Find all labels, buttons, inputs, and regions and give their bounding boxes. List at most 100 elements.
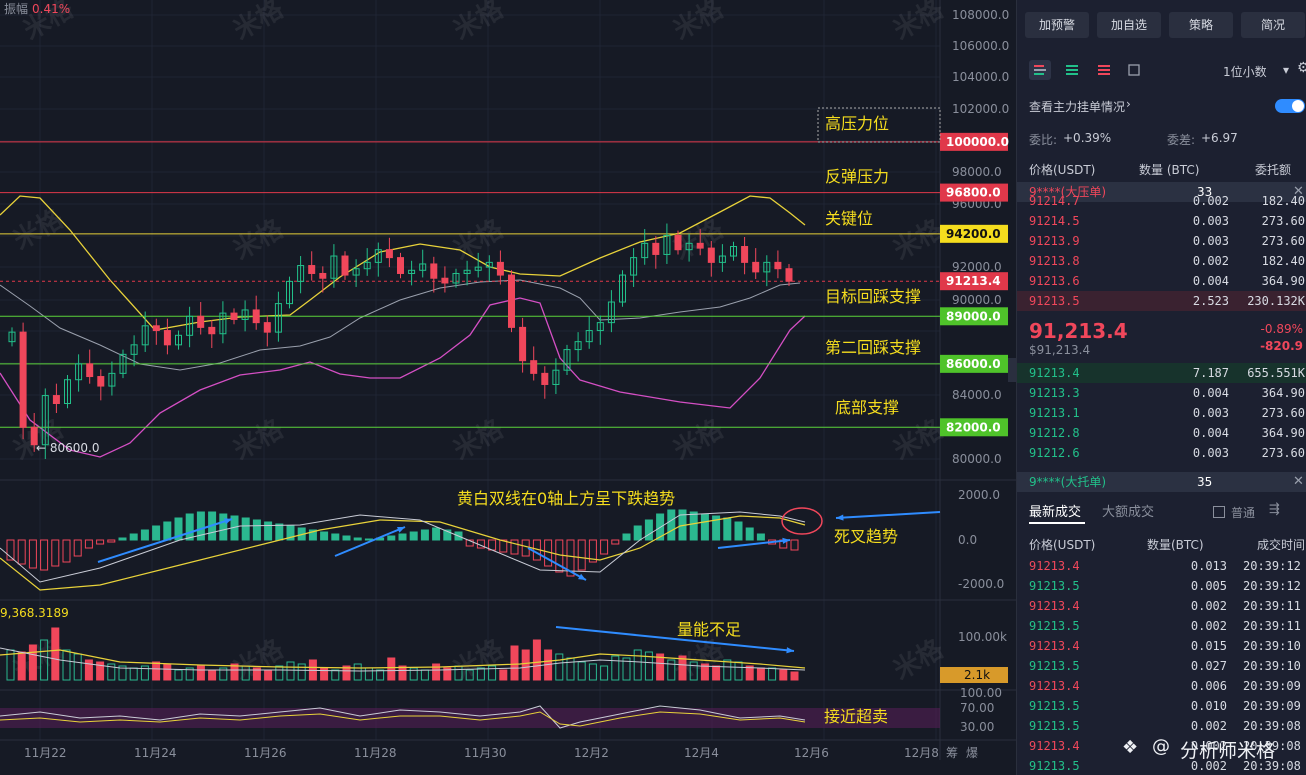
macd-bar [432,527,441,541]
level-price-value: 82000.0 [946,420,1001,434]
bid-total: 364.90 [1261,426,1305,440]
macd-bar [577,539,586,571]
bid-qty: 0.004 [1192,426,1229,440]
level-price-value: 91213.4 [946,274,1001,288]
tab-latest-trades[interactable]: 最新成交 [1029,505,1082,520]
depth-bids-icon[interactable] [1061,60,1083,80]
bid-total: 273.60 [1261,406,1305,420]
bid-row[interactable]: 91213.4 7.187 655.551K [1017,363,1306,383]
bid-row[interactable]: 91212.8 0.004 364.90 [1017,423,1306,443]
bid-row[interactable]: 91213.1 0.003 273.60 [1017,403,1306,423]
boll-lower-line [0,297,806,458]
add-alert-button[interactable]: 加预警 [1025,12,1089,38]
strategy-button[interactable]: 策略 [1169,12,1233,38]
close-icon[interactable]: ✕ [1293,474,1304,489]
ask-row[interactable]: 91213.5 2.523 230.132K [1017,291,1306,311]
macd-bar [275,523,284,541]
macd-bar [398,533,407,541]
depth-toggle-switch[interactable] [1275,99,1305,113]
ask-row[interactable]: 91213.6 0.004 364.90 [1017,271,1306,291]
macd-bar [353,537,362,541]
close-icon[interactable]: ✕ [1293,184,1304,199]
candle-body [319,272,327,279]
oversold-label: 接近超卖 [824,707,888,726]
filter-icon[interactable]: ⇶ [1269,502,1280,517]
macd-axis-label: 0.0 [958,533,977,547]
boll-mid-line [0,279,801,371]
settings-icon[interactable]: ⚙ [1297,60,1306,76]
ask-row[interactable]: 91213.9 0.003 273.60 [1017,231,1306,251]
col-qty[interactable]: 数量 (BTC) [1139,163,1200,177]
normal-checkbox[interactable] [1213,506,1225,518]
volume-bar [745,665,754,681]
macd-bar [611,539,620,545]
brand-name: 分析师米格 [1180,740,1276,762]
volume-bar [633,649,642,681]
rsi-line-1 [0,705,806,729]
macd-bar [443,529,452,541]
bid-row[interactable]: 91212.6 0.003 273.60 [1017,443,1306,463]
volume-tag-value: 2.1k [964,668,990,682]
diff-value: +6.97 [1201,131,1238,145]
macd-bar [62,539,71,563]
tab-large-trades[interactable]: 大额成交 [1102,505,1155,520]
level-price-value: 96800.0 [946,186,1001,200]
ask-row[interactable]: 91214.5 0.003 273.60 [1017,211,1306,231]
candle-body [741,246,749,263]
rsi-axis-label: 100.00 [960,686,1002,700]
ask-price: 91213.6 [1029,274,1080,288]
macd-arrow-3-head [578,573,586,580]
brand-logo-icon: ❖ [1122,737,1139,758]
volume-arrow-head [786,647,794,654]
trade-qty: 0.002 [1190,719,1227,733]
volume-bar [488,665,497,681]
decimal-select[interactable]: 1位小数 [1223,65,1267,79]
candle-body [730,246,737,257]
macd-bar [745,527,754,541]
candle-body [208,326,216,335]
volume-bar [208,669,217,681]
macd-bar [185,513,194,541]
level-label: 反弹压力 [825,167,889,186]
fullscreen-icon[interactable] [1123,60,1145,80]
bid-price: 91213.4 [1029,366,1080,380]
macd-bar [633,525,642,541]
overview-button[interactable]: 简况 [1241,12,1305,38]
chart-area[interactable]: 米格 米格 米格 米格 米格 米格 米格 米格 米格 米格 米格 米格 米格 米格 米格 米格 米格 米格 米格 米格… [0,0,1016,775]
volume-bar [286,661,295,681]
candle-body [330,255,338,279]
trade-time: 20:39:10 [1243,659,1301,673]
trade-price: 91213.4 [1029,599,1080,613]
candles [8,223,793,459]
trade-col-qty[interactable]: 数量(BTC) [1147,538,1204,552]
candle-body [64,379,71,405]
depth-asks-icon[interactable] [1093,60,1115,80]
volume-bar [129,667,138,681]
ask-row[interactable]: 91214.7 0.002 182.40 [1017,191,1306,211]
volume-bar [510,645,519,681]
ask-big-label: 9****(大压单) [1029,185,1106,199]
bid-big-label: 9****(大托单) [1029,475,1106,489]
macd-bar [308,529,317,541]
bid-row[interactable]: 91213.3 0.004 364.90 [1017,383,1306,403]
volume-bar [297,663,306,681]
depth-both-icon[interactable] [1029,60,1051,80]
add-watchlist-button[interactable]: 加自选 [1097,12,1161,38]
col-total[interactable]: 委托额 [1255,163,1292,177]
watermark: 米格 [448,0,509,46]
candle-body [663,234,671,255]
candle-body [596,322,604,332]
chevron-down-icon[interactable]: ▾ [1283,63,1290,77]
volume-bar [499,669,508,681]
macd-bar [644,519,653,541]
volume-bar [656,653,665,681]
volume-bar [689,661,698,681]
macd-arrow-2 [334,526,406,557]
ask-qty: 0.002 [1192,254,1229,268]
candle-body [41,395,49,446]
ask-price: 91213.9 [1029,234,1080,248]
candle-body [452,272,460,284]
ask-row[interactable]: 91213.8 0.002 182.40 [1017,251,1306,271]
bid-price: 91212.8 [1029,426,1080,440]
